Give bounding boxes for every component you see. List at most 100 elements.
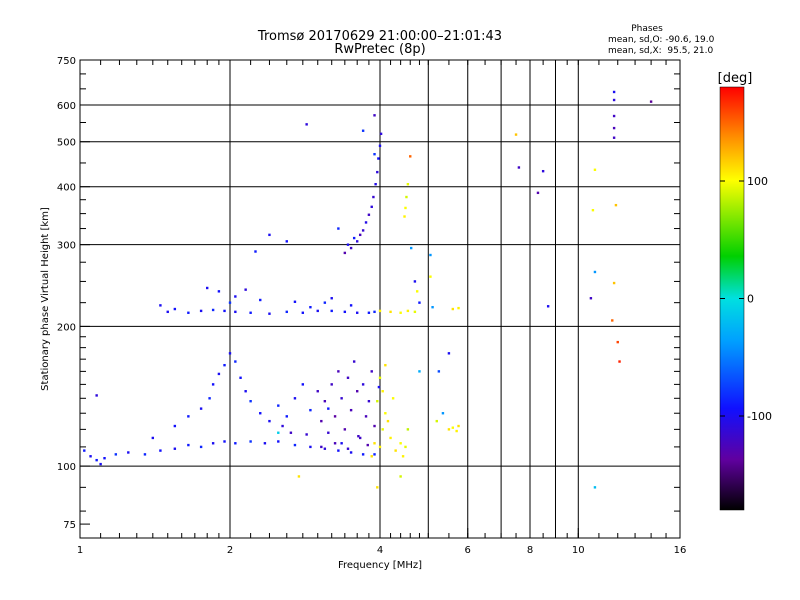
data-point [114, 453, 118, 456]
data-point [309, 408, 312, 412]
data-point [223, 440, 226, 443]
data-point [406, 309, 410, 313]
data-point [413, 310, 417, 314]
data-point [386, 419, 390, 423]
y-tick-label: 75 [63, 520, 76, 531]
data-point [127, 451, 130, 454]
data-point [211, 308, 215, 312]
data-point [223, 363, 226, 367]
data-point [616, 340, 619, 344]
data-point [409, 246, 413, 250]
data-point [289, 431, 293, 434]
data-point [277, 431, 280, 434]
data-point [457, 306, 460, 310]
data-point [405, 195, 408, 199]
data-point [451, 426, 455, 429]
data-point [244, 288, 247, 291]
gridlines [80, 60, 680, 538]
data-point [429, 275, 432, 278]
data-point [199, 407, 203, 410]
data-point [352, 360, 356, 363]
y-tick-label: 300 [57, 241, 76, 252]
y-tick-label: 400 [57, 183, 76, 194]
data-point [399, 475, 402, 478]
data-point [330, 309, 333, 313]
data-point [293, 300, 297, 303]
data-point [285, 415, 288, 418]
y-tick-label: 750 [57, 56, 76, 67]
data-point [211, 442, 215, 445]
data-point [455, 429, 458, 433]
data-point [268, 312, 271, 315]
data-point [337, 227, 340, 230]
data-point [187, 311, 190, 314]
data-point [376, 170, 379, 174]
data-point [223, 309, 226, 313]
colorbar-tick-label: 0 [747, 293, 754, 306]
data-point [340, 397, 343, 400]
data-point [514, 133, 518, 136]
data-point [358, 436, 362, 440]
data-point [618, 360, 621, 363]
data-point [316, 390, 319, 393]
data-point [349, 408, 353, 412]
colorbar-tick-label: -100 [747, 410, 772, 423]
data-point [370, 455, 373, 458]
data-point [431, 305, 434, 309]
data-point [95, 458, 98, 462]
data-point [403, 215, 406, 218]
data-point [293, 397, 297, 400]
data-point [234, 442, 237, 445]
data-point [254, 250, 257, 253]
chart-subtitle: RwPretec (8p) [334, 42, 425, 57]
data-point [228, 352, 232, 355]
chart-title: Tromsø 20170629 21:00:00–21:01:43 [257, 29, 502, 44]
data-point [305, 433, 308, 436]
data-point [323, 301, 327, 304]
data-point [373, 152, 376, 156]
data-point [378, 445, 382, 449]
y-tick-label: 600 [57, 101, 76, 112]
y-axis-label: Stationary phase Virtual Height [km] [40, 207, 51, 391]
data-point [159, 449, 162, 452]
data-point [361, 383, 365, 386]
data-point [366, 443, 369, 447]
data-point [593, 270, 597, 274]
data-point [361, 453, 365, 456]
data-point [355, 390, 359, 393]
data-point [333, 442, 337, 445]
data-point [244, 390, 247, 393]
data-points [83, 90, 653, 489]
data-point [546, 305, 550, 308]
data-point [593, 168, 597, 171]
data-point [370, 370, 373, 373]
data-point [217, 372, 221, 376]
data-point [249, 440, 252, 443]
data-point [330, 297, 333, 300]
data-point [373, 453, 376, 456]
data-point [389, 310, 392, 314]
x-tick-label: 8 [527, 545, 533, 556]
y-tick-label: 100 [57, 462, 76, 473]
data-point [309, 305, 312, 309]
data-point [373, 424, 376, 428]
data-point [441, 412, 445, 415]
data-point [367, 311, 371, 314]
data-point [612, 281, 616, 285]
x-tick-label: 4 [377, 545, 383, 556]
data-point [346, 243, 350, 246]
data-point [173, 447, 177, 450]
data-point [384, 363, 387, 367]
data-point [612, 90, 616, 94]
data-point [259, 412, 262, 415]
y-tick-label: 200 [57, 322, 76, 333]
colorbar-ticks: 100 0 -100 [720, 175, 772, 423]
data-point [249, 311, 252, 314]
data-point [249, 399, 252, 403]
data-point [389, 436, 392, 440]
data-point [612, 126, 616, 130]
data-point [281, 424, 284, 428]
data-point [373, 114, 376, 117]
data-point [349, 246, 353, 250]
